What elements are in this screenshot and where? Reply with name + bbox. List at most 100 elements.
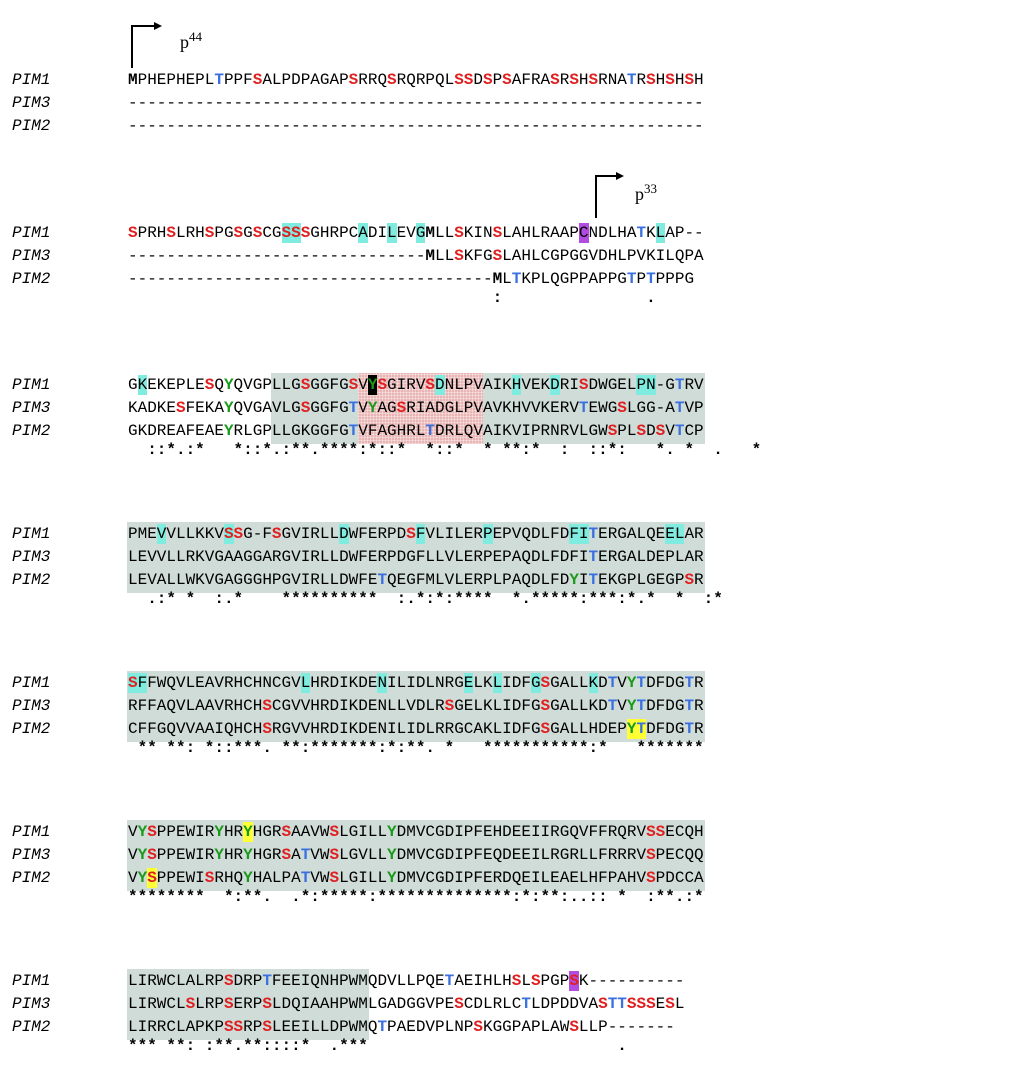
consensus-mark <box>128 738 138 758</box>
residue: V <box>291 525 301 543</box>
residue: G <box>281 525 292 543</box>
residue: - <box>655 376 666 394</box>
residue: L <box>588 1018 599 1036</box>
residue: A <box>300 823 311 841</box>
residue: P <box>559 972 570 990</box>
residue: P <box>626 247 637 265</box>
consensus-mark <box>358 288 368 308</box>
residue: S <box>300 399 311 417</box>
residue: P <box>262 376 272 394</box>
residue: L <box>473 697 483 715</box>
residue: S <box>665 71 675 89</box>
residue: T <box>636 697 647 715</box>
residue: G <box>281 674 292 692</box>
residue: T <box>511 270 522 288</box>
consensus-mark: * <box>147 888 157 906</box>
consensus-mark: : <box>281 441 292 459</box>
residue: G <box>271 224 282 242</box>
consensus-mark: : <box>521 441 531 459</box>
residue: Q <box>617 823 627 841</box>
residue: - <box>406 247 416 265</box>
residue: S <box>396 399 407 417</box>
residue: I <box>358 823 368 841</box>
consensus-mark <box>195 738 205 758</box>
sequence-row-pim1: PIM1 LIRWCLALRPSDRPTFEEIQNHPWMQDVLLPQETAE… <box>0 971 1035 991</box>
residue: L <box>444 1018 455 1036</box>
consensus-mark <box>550 440 560 460</box>
sequence-row-pim1: PIM1 VYSPPEWIRYHRYHGRSAAVWSLGILLYDMVCGDIP… <box>0 822 1035 842</box>
residue: - <box>578 117 589 135</box>
consensus-mark: * <box>674 590 685 608</box>
consensus-mark: * <box>550 739 560 757</box>
residue: - <box>626 1018 637 1036</box>
residue: V <box>358 846 368 864</box>
residue: E <box>233 995 244 1013</box>
residue: R <box>204 995 215 1013</box>
residue: Q <box>166 720 176 738</box>
residue: - <box>243 117 253 135</box>
residue: L <box>569 720 579 738</box>
residue: L <box>444 247 455 265</box>
residue: V <box>156 548 167 566</box>
consensus-mark: * <box>175 888 186 906</box>
residue: F <box>521 720 531 738</box>
consensus-mark <box>138 288 148 308</box>
sequence-name-label: PIM3 <box>12 697 51 715</box>
residue: - <box>684 224 695 242</box>
consensus-mark <box>234 288 244 308</box>
residue: R <box>147 972 157 990</box>
residue: G <box>550 247 560 265</box>
residue: A <box>550 1018 560 1036</box>
residue: Y <box>367 399 378 417</box>
consensus-mark: : <box>588 441 599 459</box>
residue: V <box>473 399 483 417</box>
residue: P <box>233 71 244 89</box>
residue: - <box>396 94 407 112</box>
residue: G <box>646 399 656 417</box>
residue: V <box>425 995 436 1013</box>
residue: V <box>243 399 253 417</box>
residue: A <box>185 972 196 990</box>
consensus-mark: * <box>348 888 359 906</box>
residue: S <box>252 224 263 242</box>
residue: G <box>339 376 349 394</box>
residue: S <box>530 972 541 990</box>
residue: P <box>550 995 560 1013</box>
residue: E <box>482 869 493 887</box>
residue: - <box>473 94 483 112</box>
residue: - <box>281 270 292 288</box>
residue: A <box>588 995 599 1013</box>
residue: H <box>655 71 666 89</box>
residue: G <box>214 548 224 566</box>
residue: C <box>348 224 359 242</box>
residue: S <box>262 720 272 738</box>
residue: V <box>214 674 224 692</box>
residue: V <box>291 720 301 738</box>
residue: Y <box>626 674 637 692</box>
residue: R <box>435 697 445 715</box>
consensus-mark: . <box>569 888 579 906</box>
consensus-mark <box>493 1036 503 1056</box>
residue: D <box>444 846 455 864</box>
residue: S <box>262 1018 272 1036</box>
consensus-mark <box>464 440 474 460</box>
residue: H <box>252 720 263 738</box>
consensus-mark: * <box>147 1037 157 1055</box>
residue: I <box>444 525 455 543</box>
consensus-mark <box>406 1036 416 1056</box>
residue: Y <box>223 376 234 394</box>
residue: D <box>415 697 426 715</box>
residue: V <box>204 571 215 589</box>
residue: G <box>291 399 301 417</box>
residue: Q <box>406 71 416 89</box>
sequence-residues: ----------------------------------------… <box>128 93 704 113</box>
residue: L <box>425 720 436 738</box>
residue: T <box>425 422 436 440</box>
residue: V <box>511 525 522 543</box>
residue: P <box>214 224 224 242</box>
residue: - <box>358 94 368 112</box>
residue: - <box>607 117 618 135</box>
residue: - <box>435 117 445 135</box>
residue: - <box>156 117 167 135</box>
consensus-mark: : <box>377 441 388 459</box>
